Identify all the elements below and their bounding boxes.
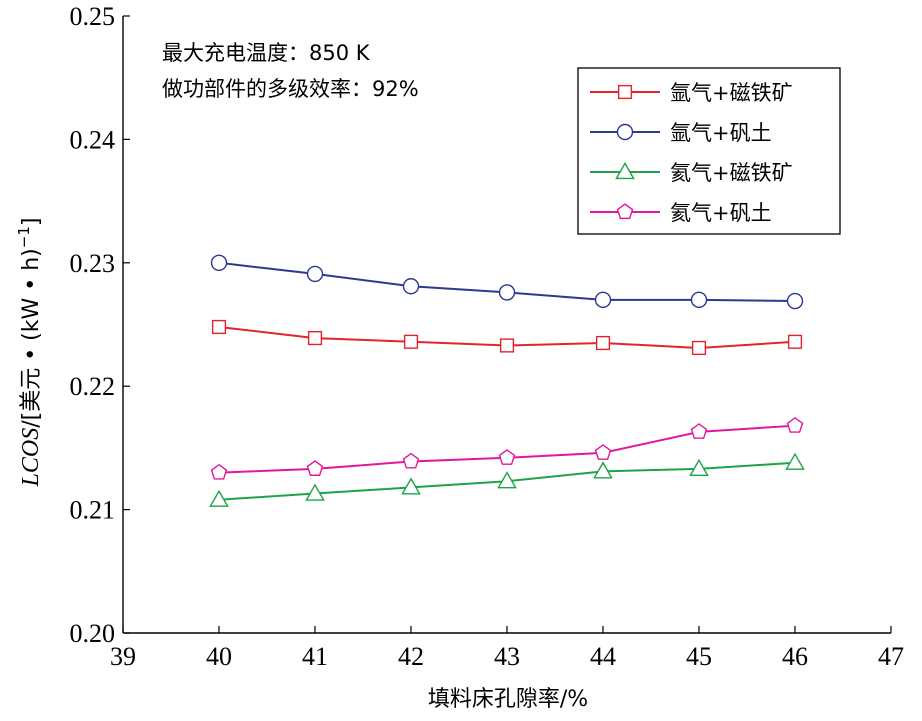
data-point xyxy=(787,334,803,349)
data-point xyxy=(498,449,516,465)
x-tick-label: 45 xyxy=(686,642,712,671)
annotation-block: 最大充电温度：850 K 做功部件的多级效率：92% xyxy=(162,41,419,101)
data-point xyxy=(307,330,323,346)
data-point xyxy=(593,461,613,479)
data-point xyxy=(402,452,420,469)
annotation-efficiency: 做功部件的多级效率：92% xyxy=(162,77,419,101)
data-point xyxy=(594,291,612,309)
data-point xyxy=(499,338,515,353)
y-axis-title: LCOS/[美元 • (kW • h)−1] xyxy=(15,218,44,488)
data-point xyxy=(785,452,805,470)
series-1 xyxy=(211,319,803,356)
x-tick-label: 43 xyxy=(494,642,520,671)
y-tick-label: 0.22 xyxy=(70,372,116,401)
series-2 xyxy=(210,254,804,310)
data-point xyxy=(690,291,708,309)
y-tick-label: 0.20 xyxy=(70,619,116,648)
data-point xyxy=(305,483,325,501)
legend-marker xyxy=(616,123,634,141)
legend-item: 氩气+矾土 xyxy=(590,121,772,145)
data-point xyxy=(497,471,517,489)
axes: 39 40 41 42 43 44 45 46 47 0.20 0.21 0.22 0.23 0.24 0.… xyxy=(70,2,905,671)
x-tick-label: 46 xyxy=(782,642,808,671)
x-tick-label: 44 xyxy=(590,642,616,671)
y-tick-label: 0.21 xyxy=(70,496,116,525)
data-point xyxy=(401,477,421,495)
x-tick-label: 47 xyxy=(878,642,904,671)
x-tick-label: 39 xyxy=(110,642,136,671)
legend-label: 氦气+矾土 xyxy=(670,201,772,225)
legend-label: 氩气+磁铁矿 xyxy=(670,81,793,105)
legend-marker xyxy=(616,203,634,220)
data-point xyxy=(209,489,229,507)
y-tick-label: 0.24 xyxy=(70,125,116,154)
data-point xyxy=(690,423,708,439)
data-point xyxy=(786,416,804,433)
y-axis-title-unit: /[美元 • (kW • h) xyxy=(19,248,44,428)
legend-item: 氦气+磁铁矿 xyxy=(590,161,793,185)
data-point xyxy=(595,335,611,351)
y-tick-label: 0.23 xyxy=(70,249,116,278)
y-axis-title-close: ] xyxy=(19,218,44,227)
y-axis-title-italic: LCOS xyxy=(18,428,44,488)
annotation-charge-temp: 最大充电温度：850 K xyxy=(162,41,371,65)
data-point xyxy=(306,265,324,283)
legend-label: 氩气+矾土 xyxy=(670,121,772,145)
data-point xyxy=(691,340,707,356)
legend-item: 氩气+磁铁矿 xyxy=(590,81,793,105)
x-tick-label: 41 xyxy=(302,642,328,671)
series-3 xyxy=(209,452,805,507)
x-tick-label: 40 xyxy=(206,642,232,671)
data-point xyxy=(689,458,709,477)
data-point xyxy=(498,284,516,301)
data-point xyxy=(402,278,420,295)
legend-marker xyxy=(615,161,635,180)
data-point xyxy=(594,444,612,460)
data-point xyxy=(210,254,228,271)
legend-label: 氦气+磁铁矿 xyxy=(670,161,793,185)
data-point xyxy=(403,334,419,349)
series-layer xyxy=(209,254,805,507)
data-point xyxy=(210,463,228,480)
y-axis-title-sup: −1 xyxy=(15,226,33,248)
data-point xyxy=(786,292,804,310)
x-axis-title: 填料床孔隙率/% xyxy=(428,687,588,712)
legend-item: 氦气+矾土 xyxy=(590,201,772,225)
data-point xyxy=(211,319,227,335)
data-point xyxy=(306,460,324,476)
y-tick-label: 0.25 xyxy=(70,2,116,31)
series-4 xyxy=(210,416,804,480)
legend-marker xyxy=(617,84,633,100)
x-tick-label: 42 xyxy=(398,642,424,671)
